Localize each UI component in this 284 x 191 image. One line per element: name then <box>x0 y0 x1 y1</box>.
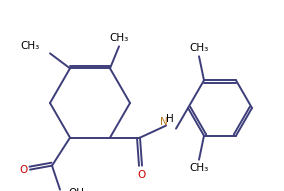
Text: O: O <box>20 165 28 175</box>
Text: CH₃: CH₃ <box>189 163 209 173</box>
Text: H: H <box>166 114 174 124</box>
Text: CH₃: CH₃ <box>109 33 129 43</box>
Text: O: O <box>138 170 146 180</box>
Text: CH₃: CH₃ <box>189 43 209 53</box>
Text: N: N <box>160 117 168 127</box>
Text: CH₃: CH₃ <box>21 41 40 51</box>
Text: OH: OH <box>68 188 84 191</box>
